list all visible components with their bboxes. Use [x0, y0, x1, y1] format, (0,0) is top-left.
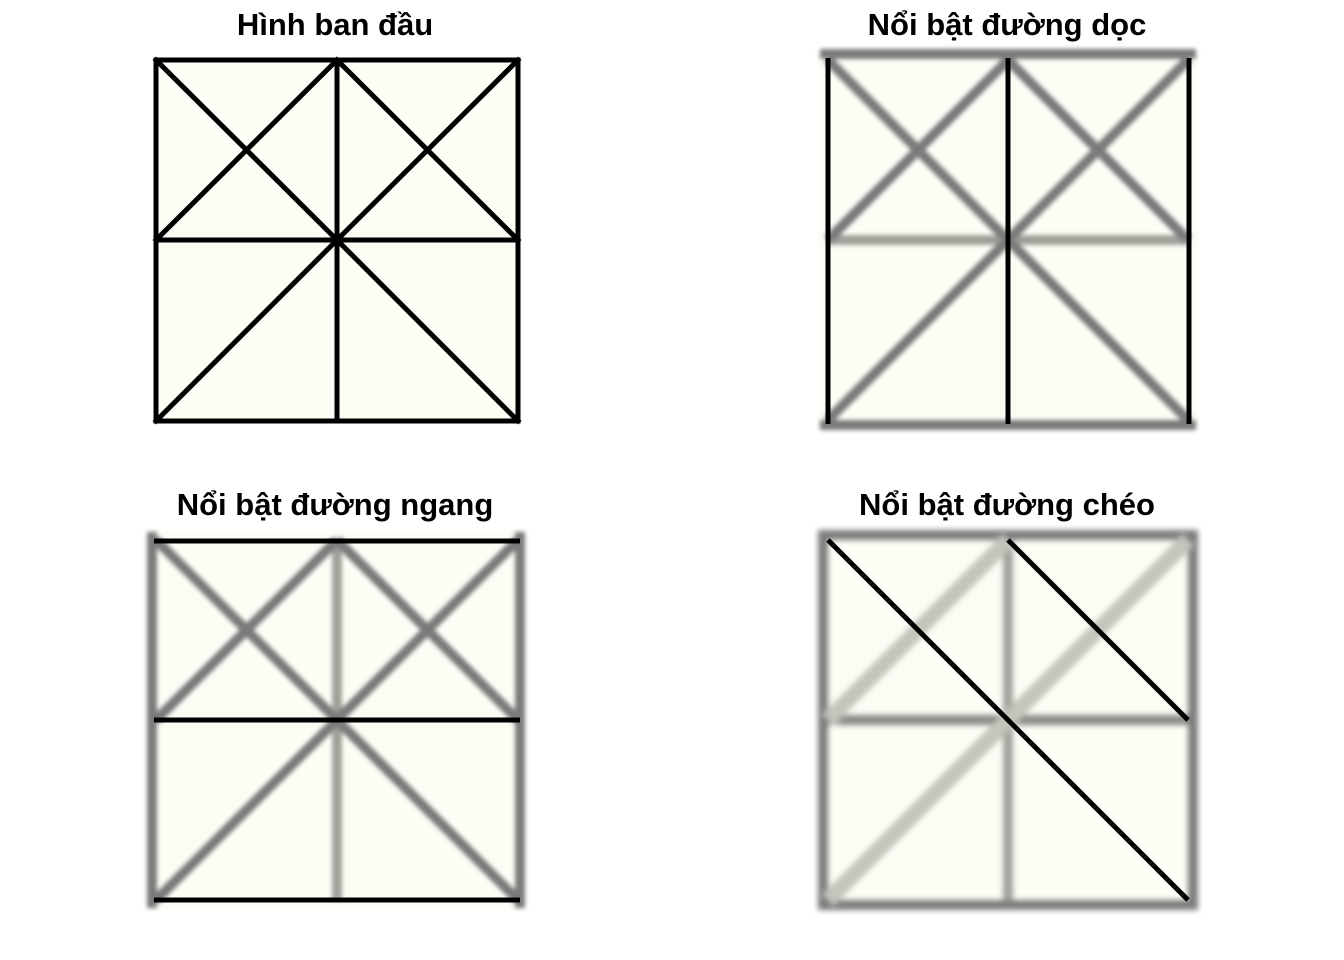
- panel-title-horizontal: Nổi bật đường ngang: [176, 487, 494, 522]
- blurred-outer-border: [818, 530, 1198, 910]
- diagonal-line: [333, 236, 522, 425]
- blurred-diagonal-line: [152, 536, 341, 724]
- blurred-diagonal-line: [1004, 236, 1192, 424]
- blurred-diagonal-line: [333, 716, 522, 904]
- diagonal-line: [152, 56, 341, 244]
- blurred-diagonal-line: [824, 236, 1012, 424]
- panel-original: [152, 56, 522, 425]
- panel-diagonal: [818, 530, 1198, 910]
- diagonal-line: [333, 56, 522, 244]
- blurred-diagonal-line: [1004, 56, 1192, 244]
- diagonal-line: [826, 538, 1190, 902]
- diagonal-line: [152, 236, 341, 425]
- blurred-diagonal-line: [333, 536, 522, 724]
- panel-vertical: [818, 49, 1198, 430]
- panel-title-original: Hình ban đầu: [236, 7, 434, 42]
- blurred-diagonal-line: [824, 56, 1012, 244]
- panel-horizontal: [146, 530, 526, 910]
- panel-title-vertical: Nổi bật đường dọc: [867, 7, 1147, 42]
- blurred-diagonal-line: [152, 716, 341, 904]
- panel-title-diagonal: Nổi bật đường chéo: [859, 487, 1155, 522]
- diagonal-line: [1006, 538, 1190, 722]
